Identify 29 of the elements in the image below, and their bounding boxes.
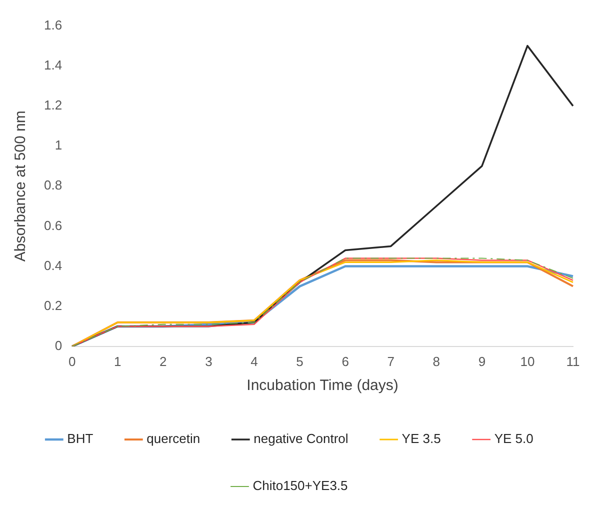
legend-label: quercetin bbox=[146, 431, 200, 446]
x-axis-title: Incubation Time (days) bbox=[246, 377, 398, 394]
x-tick-label: 3 bbox=[205, 354, 212, 369]
x-tick-label: 8 bbox=[432, 354, 440, 369]
x-tick-label: 11 bbox=[566, 354, 580, 369]
x-tick-label: 5 bbox=[296, 354, 304, 369]
x-tick-label: 2 bbox=[160, 354, 167, 369]
y-tick-label: 1.2 bbox=[44, 98, 62, 113]
x-tick-label: 4 bbox=[250, 354, 258, 369]
x-tick-label: 7 bbox=[387, 354, 394, 369]
x-tick-label: 0 bbox=[68, 354, 76, 369]
y-tick-label: 1 bbox=[54, 138, 62, 153]
legend-label: YE 5.0 bbox=[494, 431, 534, 446]
y-tick-label: 0.8 bbox=[44, 178, 62, 193]
legend-label: Chito150+YE3.5 bbox=[252, 478, 348, 494]
x-tick-label: 9 bbox=[478, 354, 486, 369]
y-tick-label: 1.4 bbox=[44, 57, 62, 72]
y-tick-label: 0.6 bbox=[44, 218, 62, 233]
y-tick-label: 1.6 bbox=[44, 17, 62, 32]
x-tick-label: 1 bbox=[114, 354, 122, 369]
y-tick-label: 0.4 bbox=[44, 258, 62, 273]
legend-label: negative Control bbox=[254, 431, 348, 446]
legend-label: BHT bbox=[67, 431, 94, 446]
x-tick-label: 10 bbox=[520, 354, 535, 369]
y-tick-label: 0.2 bbox=[44, 298, 62, 313]
y-axis-title: Absorbance at 500 nm bbox=[12, 110, 30, 262]
y-tick-label: 0 bbox=[54, 338, 62, 353]
x-tick-label: 6 bbox=[342, 354, 349, 369]
legend-label: YE 3.5 bbox=[402, 431, 441, 446]
